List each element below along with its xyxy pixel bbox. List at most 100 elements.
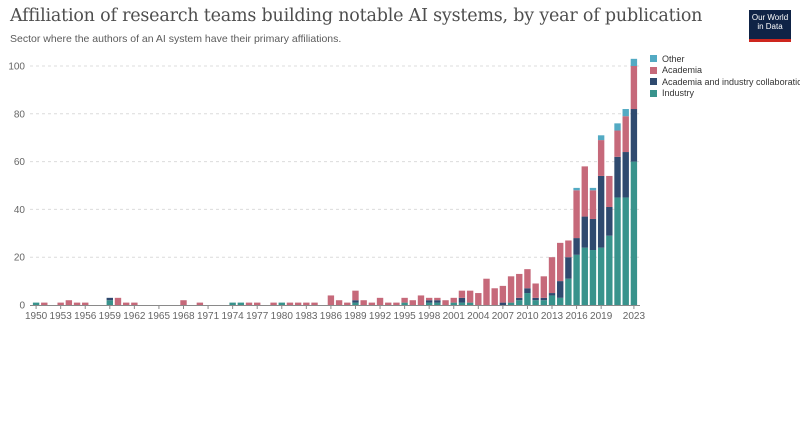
bar-industry-2003[interactable] xyxy=(466,302,474,305)
bar-academia-1979[interactable] xyxy=(270,302,277,305)
legend-item[interactable]: Other xyxy=(650,53,800,65)
bar-academia-and-industry-collaboration-2010[interactable] xyxy=(524,288,531,294)
bar-academia-and-industry-collaboration-1959[interactable] xyxy=(106,297,113,301)
owid-logo[interactable]: Our World in Data xyxy=(749,10,791,42)
bar-academia-1954[interactable] xyxy=(65,300,73,305)
bar-industry-2008[interactable] xyxy=(507,302,515,305)
bar-academia-2016[interactable] xyxy=(573,190,580,239)
bar-industry-2017[interactable] xyxy=(581,247,588,305)
bar-other-2022[interactable] xyxy=(622,109,629,117)
bar-industry-2016[interactable] xyxy=(573,254,580,305)
bar-academia-and-industry-collaboration-2016[interactable] xyxy=(573,238,580,255)
bar-other-2018[interactable] xyxy=(589,187,597,191)
bar-academia-and-industry-collaboration-2017[interactable] xyxy=(581,216,588,248)
bar-academia-2008[interactable] xyxy=(507,276,515,303)
bar-academia-and-industry-collaboration-2009[interactable] xyxy=(516,297,523,301)
bar-industry-2023[interactable] xyxy=(630,161,638,305)
bar-industry-2014[interactable] xyxy=(557,297,564,305)
legend-item[interactable]: Academia and industry collaboration xyxy=(650,76,800,88)
bar-academia-2007[interactable] xyxy=(499,285,507,303)
bar-academia-1960[interactable] xyxy=(114,297,122,305)
bar-academia-2020[interactable] xyxy=(606,175,613,208)
bar-industry-2015[interactable] xyxy=(565,278,572,305)
bar-academia-1997[interactable] xyxy=(417,295,425,305)
bar-academia-2023[interactable] xyxy=(630,66,638,110)
bar-industry-2022[interactable] xyxy=(622,197,629,305)
bar-academia-1982[interactable] xyxy=(294,302,302,305)
bar-industry-1998[interactable] xyxy=(425,302,433,305)
bar-academia-2004[interactable] xyxy=(475,293,482,305)
bar-academia-1951[interactable] xyxy=(41,302,48,305)
bar-academia-and-industry-collaboration-2002[interactable] xyxy=(458,297,466,303)
bar-academia-2022[interactable] xyxy=(622,116,629,153)
bar-other-2023[interactable] xyxy=(630,58,638,66)
bar-academia-and-industry-collaboration-2020[interactable] xyxy=(606,207,613,236)
bar-industry-1975[interactable] xyxy=(237,302,245,305)
bar-academia-2010[interactable] xyxy=(524,269,531,289)
bar-industry-2011[interactable] xyxy=(532,300,539,305)
bar-academia-and-industry-collaboration-2012[interactable] xyxy=(540,297,548,301)
bar-other-2021[interactable] xyxy=(614,123,621,131)
bar-academia-and-industry-collaboration-2019[interactable] xyxy=(597,175,605,248)
bar-academia-1996[interactable] xyxy=(409,300,416,305)
bar-academia-and-industry-collaboration-2021[interactable] xyxy=(614,156,621,198)
bar-academia-1999[interactable] xyxy=(434,297,441,301)
bar-academia-2021[interactable] xyxy=(614,130,621,157)
bar-industry-2019[interactable] xyxy=(597,247,605,305)
bar-academia-1953[interactable] xyxy=(57,302,64,305)
bar-academia-2017[interactable] xyxy=(581,166,588,217)
bar-industry-2002[interactable] xyxy=(458,302,466,305)
bar-academia-1976[interactable] xyxy=(245,302,253,305)
bar-academia-2015[interactable] xyxy=(565,240,572,258)
bar-academia-2012[interactable] xyxy=(540,276,548,298)
bar-industry-1989[interactable] xyxy=(352,302,359,305)
bar-academia-2009[interactable] xyxy=(516,273,523,298)
bar-academia-and-industry-collaboration-2013[interactable] xyxy=(548,293,556,296)
bar-academia-1956[interactable] xyxy=(82,302,89,305)
bar-industry-1999[interactable] xyxy=(434,302,441,305)
bar-academia-1988[interactable] xyxy=(344,302,351,305)
bar-academia-2006[interactable] xyxy=(491,288,498,305)
bar-academia-2000[interactable] xyxy=(442,300,449,305)
bar-industry-1974[interactable] xyxy=(229,302,236,305)
bar-industry-1995[interactable] xyxy=(401,302,408,305)
bar-academia-and-industry-collaboration-1999[interactable] xyxy=(434,300,441,303)
bar-academia-1990[interactable] xyxy=(360,300,367,305)
bar-academia-2003[interactable] xyxy=(466,290,474,303)
bar-other-2016[interactable] xyxy=(573,187,580,191)
bar-academia-2013[interactable] xyxy=(548,257,556,294)
bar-academia-1983[interactable] xyxy=(303,302,310,305)
bar-academia-2001[interactable] xyxy=(450,297,457,303)
bar-academia-and-industry-collaboration-2014[interactable] xyxy=(557,281,564,298)
bar-other-2019[interactable] xyxy=(597,135,605,141)
bar-academia-1986[interactable] xyxy=(327,295,335,305)
bar-academia-1989[interactable] xyxy=(352,290,359,301)
bar-academia-1968[interactable] xyxy=(180,300,187,305)
bar-academia-and-industry-collaboration-1989[interactable] xyxy=(352,300,359,303)
bar-academia-2014[interactable] xyxy=(557,242,564,282)
bar-academia-and-industry-collaboration-2023[interactable] xyxy=(630,109,638,162)
bar-academia-and-industry-collaboration-2018[interactable] xyxy=(589,218,597,251)
bar-industry-2013[interactable] xyxy=(548,295,556,305)
bar-academia-1995[interactable] xyxy=(401,297,408,303)
bar-academia-and-industry-collaboration-2022[interactable] xyxy=(622,152,629,198)
bar-industry-2001[interactable] xyxy=(450,302,457,305)
bar-academia-2018[interactable] xyxy=(589,190,597,219)
bar-industry-2021[interactable] xyxy=(614,197,621,305)
bar-industry-2012[interactable] xyxy=(540,300,548,305)
bar-academia-and-industry-collaboration-2011[interactable] xyxy=(532,297,539,301)
legend-item[interactable]: Academia xyxy=(650,65,800,77)
bar-academia-and-industry-collaboration-1998[interactable] xyxy=(425,300,433,303)
bar-academia-1970[interactable] xyxy=(196,302,204,305)
bar-academia-2019[interactable] xyxy=(597,140,605,176)
bar-academia-1961[interactable] xyxy=(122,302,130,305)
bar-academia-1994[interactable] xyxy=(393,302,400,305)
bar-academia-2002[interactable] xyxy=(458,290,466,298)
bar-industry-1950[interactable] xyxy=(32,302,40,305)
bar-academia-1987[interactable] xyxy=(335,300,343,305)
bars[interactable] xyxy=(32,58,638,305)
bar-academia-2011[interactable] xyxy=(532,283,539,298)
bar-academia-and-industry-collaboration-2015[interactable] xyxy=(565,257,572,279)
bar-industry-2010[interactable] xyxy=(524,293,531,305)
bar-industry-1959[interactable] xyxy=(106,300,113,305)
